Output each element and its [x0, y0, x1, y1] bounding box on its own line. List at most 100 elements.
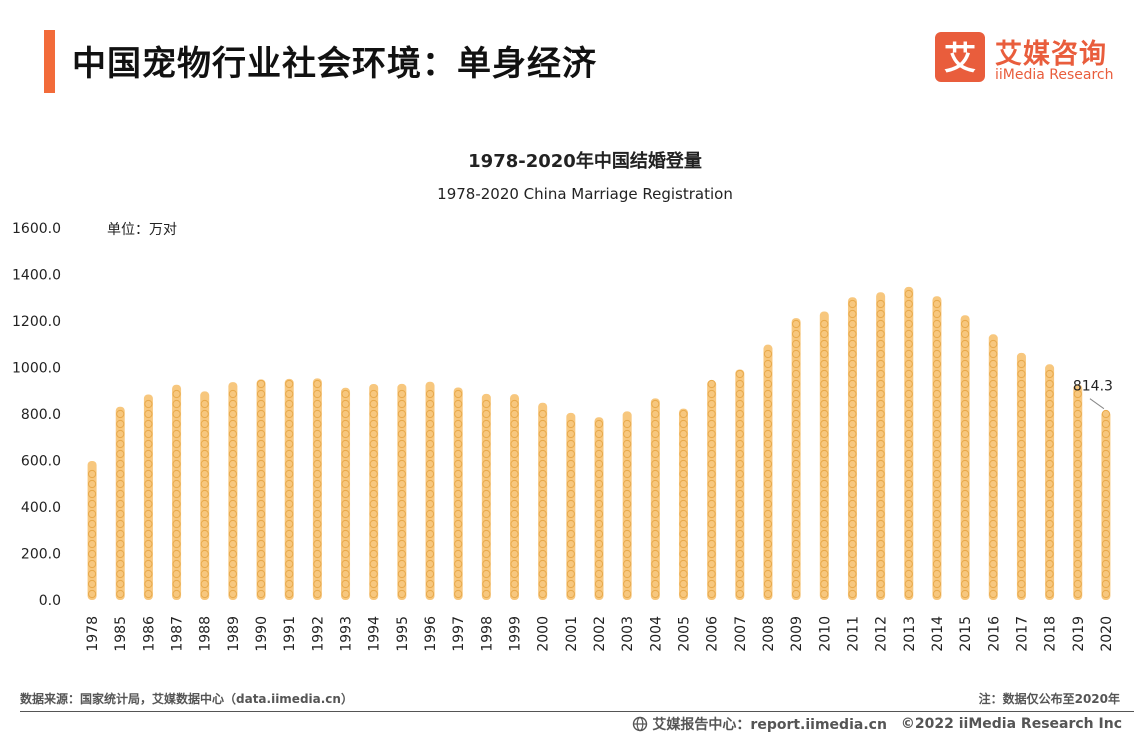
bar-coin-mark	[200, 569, 209, 579]
bar-coin-mark	[792, 459, 801, 469]
bar	[369, 384, 379, 600]
bar-coin-mark	[172, 589, 181, 599]
bar-coin-mark	[425, 579, 435, 589]
bar-coin-mark	[989, 349, 998, 359]
bar-coin-mark	[763, 379, 773, 389]
bar-coin-mark	[1101, 559, 1111, 569]
bar-coin-mark	[397, 549, 406, 559]
bar-coin-mark	[313, 579, 322, 589]
bar-coin-mark	[904, 479, 913, 489]
bar-coin-mark	[961, 439, 970, 449]
bar-coin-mark	[820, 369, 829, 379]
bar-coin-mark	[510, 409, 519, 419]
footer-report-center[interactable]: 艾媒报告中心：report.iimedia.cn	[652, 717, 887, 733]
bar-coin-mark	[87, 509, 97, 519]
bar-coin-mark	[651, 479, 660, 489]
bar-coin-mark	[707, 409, 716, 419]
bar-coin-mark	[1101, 429, 1111, 439]
bar-coin-mark	[820, 559, 829, 569]
bar-coin-mark	[228, 429, 237, 439]
bar-coin-mark	[961, 419, 970, 429]
bar-coin-mark	[792, 559, 801, 569]
bar-coin-mark	[1101, 579, 1111, 589]
bar-coin-mark	[425, 559, 435, 569]
bar-coin-mark	[932, 329, 942, 339]
bar-coin-mark	[482, 409, 491, 419]
bar-coin-mark	[1073, 479, 1082, 489]
bar-coin-mark	[679, 559, 688, 569]
bar-coin-mark	[679, 499, 688, 509]
bar-coin-mark	[369, 409, 378, 419]
bar-coin-mark	[989, 339, 998, 349]
bar-coin-mark	[876, 309, 885, 319]
bar-coin-mark	[932, 399, 942, 409]
bar-coin-mark	[820, 379, 829, 389]
bar-coin-mark	[341, 409, 350, 419]
bar-coin-mark	[651, 489, 660, 499]
bar-coin-mark	[200, 469, 209, 479]
bar-coin-mark	[989, 489, 998, 499]
bar-coin-mark	[228, 569, 237, 579]
bar-coin-mark	[454, 439, 463, 449]
bar-coin-mark	[1045, 519, 1054, 529]
bar-coin-mark	[87, 469, 97, 479]
bar-coin-mark	[425, 549, 435, 559]
bar-coin-mark	[482, 469, 491, 479]
bar-coin-mark	[848, 389, 857, 399]
bar-coin-mark	[932, 569, 942, 579]
bar-coin-mark	[87, 549, 97, 559]
bar-coin-mark	[735, 369, 744, 379]
bar	[510, 394, 520, 600]
bar-coin-mark	[989, 579, 998, 589]
bar-coin-mark	[172, 569, 181, 579]
x-tick-label: 2019	[1071, 616, 1087, 652]
bar-coin-mark	[989, 379, 998, 389]
bar-coin-mark	[566, 419, 575, 429]
bar-coin-mark	[1073, 549, 1082, 559]
bar-coin-mark	[679, 459, 688, 469]
bar-coin-mark	[1017, 489, 1026, 499]
bar-coin-mark	[482, 509, 491, 519]
bar-coin-mark	[566, 449, 575, 459]
bar-coin-mark	[932, 519, 942, 529]
bar-coin-mark	[876, 439, 885, 449]
bar-coin-mark	[707, 379, 716, 389]
bar-coin-mark	[820, 389, 829, 399]
bar-coin-mark	[848, 519, 857, 529]
bar-coin-mark	[1101, 549, 1111, 559]
bar-coin-mark	[397, 499, 406, 509]
bar-coin-mark	[172, 449, 181, 459]
bar-coin-mark	[707, 499, 716, 509]
bar-coin-mark	[172, 539, 181, 549]
x-tick-label: 2001	[564, 616, 580, 652]
bar-coin-mark	[1073, 419, 1082, 429]
bar-coin-mark	[313, 449, 322, 459]
bar-coin-mark	[848, 349, 857, 359]
bar-coin-mark	[341, 439, 350, 449]
bar-coin-mark	[763, 359, 773, 369]
bar-coin-mark	[651, 549, 660, 559]
bar-coin-mark	[256, 409, 266, 419]
bar-coin-mark	[538, 559, 547, 569]
bar-coin-mark	[256, 419, 266, 429]
bar-coin-mark	[256, 379, 266, 389]
bar-coin-mark	[763, 419, 773, 429]
bar-coin-mark	[989, 369, 998, 379]
bar-coin-mark	[932, 409, 942, 419]
x-tick-label: 2015	[958, 616, 974, 652]
bar-coin-mark	[1017, 569, 1026, 579]
bar-coin-mark	[651, 469, 660, 479]
bar-coin-mark	[679, 579, 688, 589]
bar-coin-mark	[932, 309, 942, 319]
bar-coin-mark	[594, 529, 604, 539]
bar-coin-mark	[256, 499, 266, 509]
bar-coin-mark	[313, 419, 322, 429]
bar-coin-mark	[1073, 439, 1082, 449]
bar-coin-mark	[820, 399, 829, 409]
bar-coin-mark	[763, 349, 773, 359]
bar-coin-mark	[87, 559, 97, 569]
bar-coin-mark	[285, 469, 294, 479]
bar-coin-mark	[623, 469, 632, 479]
bar-coin-mark	[792, 539, 801, 549]
bar-coin-mark	[792, 349, 801, 359]
